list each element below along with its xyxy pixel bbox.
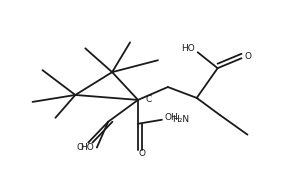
Text: HO: HO: [181, 44, 195, 53]
Text: C: C: [145, 95, 151, 104]
Text: H₂N: H₂N: [172, 115, 189, 124]
Text: O: O: [244, 52, 251, 61]
Text: O: O: [76, 143, 83, 152]
Text: O: O: [139, 149, 146, 158]
Text: HO: HO: [80, 143, 94, 152]
Text: OH: OH: [165, 113, 178, 122]
